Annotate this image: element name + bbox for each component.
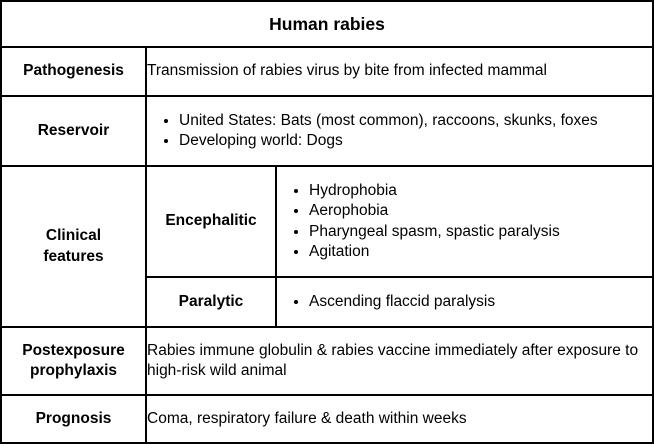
label-prognosis: Prognosis (0, 394, 147, 444)
paralytic-list: Ascending flaccid paralysis (277, 292, 652, 313)
reservoir-list-cell: United States: Bats (most common), racco… (144, 95, 654, 167)
label-clinical-line2: features (43, 247, 104, 265)
row-pathogenesis: Pathogenesis Transmission of rabies viru… (0, 46, 654, 97)
row-reservoir: Reservoir United States: Bats (most comm… (0, 95, 654, 167)
text-postexposure: Rabies immune globulin & rabies vaccine … (144, 326, 654, 396)
list-item: Agitation (309, 242, 652, 263)
text-prognosis: Coma, respiratory failure & death within… (144, 394, 654, 444)
row-encephalitic: Clinical features Encephalitic Hydrophob… (0, 165, 654, 328)
label-clinical-features: Clinical features (0, 165, 147, 328)
row-prognosis: Prognosis Coma, respiratory failure & de… (0, 394, 654, 444)
reservoir-list: United States: Bats (most common), racco… (147, 111, 652, 152)
encephalitic-list: Hydrophobia Aerophobia Pharyngeal spasm,… (277, 181, 652, 263)
encephalitic-list-cell: Hydrophobia Aerophobia Pharyngeal spasm,… (274, 165, 654, 278)
list-item: Pharyngeal spasm, spastic paralysis (309, 222, 652, 243)
label-reservoir: Reservoir (0, 95, 147, 167)
sublabel-paralytic: Paralytic (145, 276, 277, 328)
label-postexposure-line1: Postexposure (22, 341, 125, 359)
table-title: Human rabies (0, 0, 654, 48)
label-clinical-line1: Clinical (45, 227, 102, 244)
list-item: Developing world: Dogs (179, 131, 652, 152)
list-item: Hydrophobia (309, 181, 652, 202)
text-pathogenesis: Transmission of rabies virus by bite fro… (144, 46, 654, 97)
label-postexposure: Postexposure prophylaxis (0, 326, 147, 396)
label-pathogenesis: Pathogenesis (0, 46, 147, 97)
paralytic-list-cell: Ascending flaccid paralysis (274, 276, 654, 328)
list-item: Ascending flaccid paralysis (309, 292, 652, 313)
label-postexposure-line2: prophylaxis (30, 362, 117, 379)
list-item: United States: Bats (most common), racco… (179, 111, 652, 132)
row-postexposure: Postexposure prophylaxis Rabies immune g… (0, 326, 654, 396)
list-item: Aerophobia (309, 201, 652, 222)
sublabel-encephalitic: Encephalitic (145, 165, 277, 278)
row-paralytic: Paralytic Ascending flaccid paralysis (1, 276, 654, 328)
